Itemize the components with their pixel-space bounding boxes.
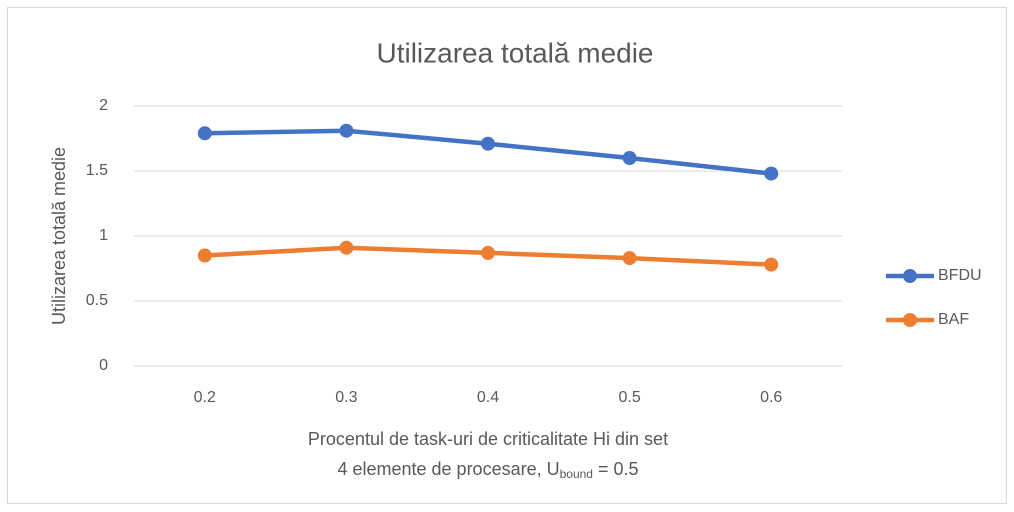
data-point bbox=[481, 136, 495, 151]
data-point bbox=[764, 257, 779, 272]
y-tick-label: 1.5 bbox=[86, 162, 108, 179]
legend-marker bbox=[903, 313, 917, 327]
data-point bbox=[622, 151, 637, 165]
y-tick-label: 1 bbox=[99, 227, 108, 244]
y-axis-label: Utilizarea totală medie bbox=[49, 147, 69, 325]
data-point bbox=[197, 126, 212, 141]
x-axis-label: 4 elemente de procesare, Ubound = 0.5 bbox=[337, 459, 638, 481]
data-point bbox=[622, 251, 637, 266]
data-point bbox=[339, 240, 354, 255]
x-label-subscript: bound bbox=[560, 467, 593, 481]
data-point bbox=[764, 166, 779, 181]
legend-label: BAF bbox=[938, 311, 969, 328]
x-tick-label: 0.2 bbox=[194, 389, 216, 406]
data-point bbox=[339, 123, 354, 138]
legend-label: BFDU bbox=[938, 267, 982, 284]
x-label-part: = 0.5 bbox=[593, 459, 639, 479]
y-tick-label: 0 bbox=[99, 357, 108, 374]
x-tick-label: 0.5 bbox=[618, 389, 640, 406]
legend-marker bbox=[903, 269, 917, 283]
x-tick-label: 0.3 bbox=[335, 389, 357, 406]
y-tick-label: 2 bbox=[99, 97, 108, 114]
x-tick-label: 0.6 bbox=[760, 389, 782, 406]
data-point bbox=[481, 245, 495, 260]
x-axis-label: Procentul de task-uri de criticalitate H… bbox=[308, 429, 668, 449]
data-point bbox=[197, 248, 212, 263]
chart-title: Utilizarea totală medie bbox=[376, 37, 653, 68]
x-tick-label: 0.4 bbox=[477, 389, 499, 406]
y-tick-label: 0.5 bbox=[86, 292, 108, 309]
x-label-part: 4 elemente de procesare, U bbox=[337, 459, 559, 479]
